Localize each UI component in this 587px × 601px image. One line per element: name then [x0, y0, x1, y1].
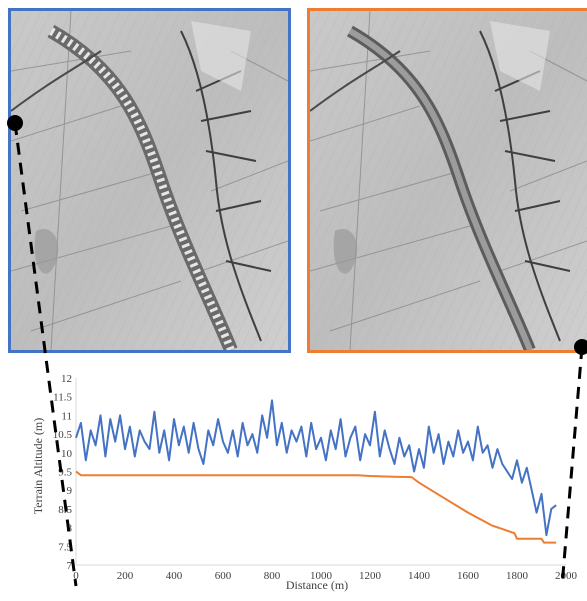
- terrain-hillshade-image-before: [11, 11, 288, 350]
- y-tick-label: 11: [61, 410, 72, 422]
- series-line-2: [75, 470, 557, 544]
- terrain-profile-chart: 0 200 400 600 800 1000 1200 1400 1600 1800 2000 7 7.…: [0, 356, 587, 596]
- y-tick-label: 9.5: [58, 467, 72, 479]
- y-tick-label: 11.5: [53, 392, 72, 404]
- y-axis-label: Terrain Altitude (m): [31, 418, 45, 514]
- hillshade-panel-before: [8, 8, 291, 353]
- x-tick-label: 200: [117, 570, 134, 582]
- x-tick-label: 1400: [408, 570, 431, 582]
- x-tick-label: 1000: [310, 570, 333, 582]
- y-tick-label: 7.5: [58, 541, 72, 553]
- x-tick-label: 800: [264, 570, 281, 582]
- y-tick-label: 10: [61, 448, 73, 460]
- chart-axes: 0 200 400 600 800 1000 1200 1400 1600 1800 2000 7 7.…: [53, 373, 578, 582]
- x-tick-label: 1600: [457, 570, 480, 582]
- x-tick-label: 600: [215, 570, 232, 582]
- y-tick-label: 10.5: [53, 429, 73, 441]
- y-tick-label: 8.5: [58, 504, 72, 516]
- y-tick-label: 8: [67, 523, 73, 535]
- terrain-hillshade-image-after: [310, 11, 587, 350]
- x-tick-label: 400: [166, 570, 183, 582]
- x-tick-label: 1800: [506, 570, 529, 582]
- x-tick-label: 2000: [555, 570, 578, 582]
- hillshade-panel-after: [307, 8, 587, 353]
- y-tick-label: 7: [67, 560, 73, 572]
- x-axis-label: Distance (m): [286, 578, 348, 592]
- y-tick-label: 12: [61, 373, 72, 385]
- x-tick-label: 0: [73, 570, 79, 582]
- x-tick-label: 1200: [359, 570, 382, 582]
- chart-svg: 0 200 400 600 800 1000 1200 1400 1600 1800 2000 7 7.…: [31, 373, 578, 592]
- series-line-1: [75, 399, 557, 537]
- y-tick-label: 9: [67, 485, 73, 497]
- chart-series-layer: [75, 399, 557, 544]
